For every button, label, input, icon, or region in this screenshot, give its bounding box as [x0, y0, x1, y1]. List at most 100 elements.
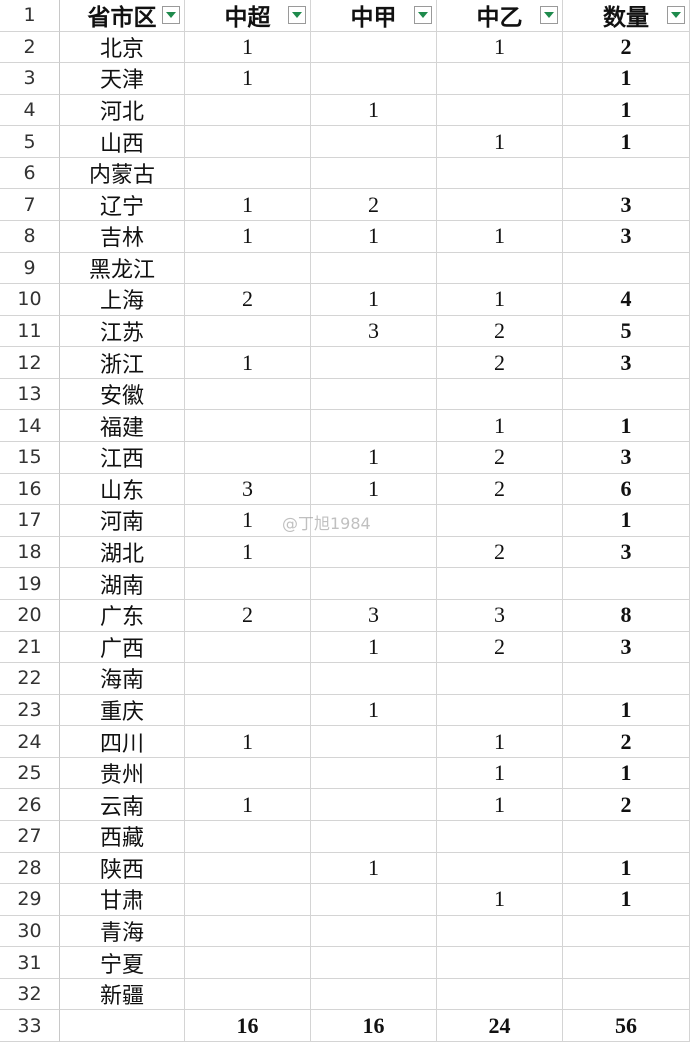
count-cell: [437, 852, 563, 885]
count-cell: 1: [311, 442, 437, 474]
region-cell: 重庆: [60, 694, 185, 727]
count-cell: 3: [563, 442, 690, 474]
count-cell: [185, 978, 311, 1011]
region-cell: 河南: [60, 505, 185, 537]
row-number: 19: [0, 568, 60, 600]
count-cell: [437, 947, 563, 979]
count-cell: 1: [437, 31, 563, 64]
count-cell: 1: [311, 221, 437, 253]
count-cell: 1: [311, 852, 437, 885]
filter-button[interactable]: [667, 6, 685, 25]
count-cell: [311, 410, 437, 443]
count-cell: 1: [185, 221, 311, 253]
row-number: 14: [0, 410, 60, 443]
count-cell: [185, 631, 311, 664]
region-cell: 陕西: [60, 852, 185, 885]
row-number: 8: [0, 221, 60, 253]
region-cell: 北京: [60, 31, 185, 64]
count-cell: 1: [563, 63, 690, 95]
count-cell: 1: [311, 694, 437, 727]
count-cell: 1: [185, 505, 311, 537]
filter-button[interactable]: [540, 6, 558, 25]
count-cell: 3: [563, 221, 690, 253]
count-cell: 1: [563, 852, 690, 885]
count-cell: 1: [185, 189, 311, 222]
watermark: @丁旭1984: [282, 514, 371, 533]
count-cell: [437, 94, 563, 127]
count-cell: 1: [437, 884, 563, 916]
filter-button[interactable]: [414, 6, 432, 25]
count-cell: [311, 63, 437, 95]
row-number: 27: [0, 820, 60, 853]
count-cell: [185, 915, 311, 948]
row-number: 11: [0, 315, 60, 348]
count-cell: [185, 884, 311, 916]
count-cell: 3: [563, 347, 690, 379]
count-cell: [437, 252, 563, 285]
row-number: 3: [0, 63, 60, 95]
count-cell: [437, 694, 563, 727]
count-cell: [437, 378, 563, 411]
region-cell: 辽宁: [60, 189, 185, 222]
count-cell: [185, 852, 311, 885]
count-cell: [437, 978, 563, 1011]
count-cell: 2: [437, 442, 563, 474]
row-number: 29: [0, 884, 60, 916]
region-cell: 浙江: [60, 347, 185, 379]
region-cell: 新疆: [60, 978, 185, 1011]
count-cell: [563, 947, 690, 979]
count-cell: 1: [563, 757, 690, 790]
count-cell: 5: [563, 315, 690, 348]
count-cell: [185, 694, 311, 727]
count-cell: [563, 157, 690, 190]
count-cell: 1: [437, 410, 563, 443]
row-number: 6: [0, 157, 60, 190]
count-cell: [185, 410, 311, 443]
count-cell: [185, 442, 311, 474]
count-cell: 1: [185, 536, 311, 569]
count-cell: [185, 157, 311, 190]
count-cell: 1: [185, 726, 311, 758]
count-cell: 1: [563, 126, 690, 158]
row-number: 13: [0, 378, 60, 411]
row-number: 24: [0, 726, 60, 758]
count-cell: [437, 505, 563, 537]
count-cell: 2: [437, 347, 563, 379]
region-cell: 吉林: [60, 221, 185, 253]
count-cell: [311, 31, 437, 64]
region-cell: 青海: [60, 915, 185, 948]
row-number: 1: [0, 0, 60, 32]
count-cell: [311, 884, 437, 916]
count-cell: [185, 568, 311, 600]
filter-button[interactable]: [162, 6, 180, 25]
count-cell: 1: [437, 757, 563, 790]
region-cell: 湖南: [60, 568, 185, 600]
count-cell: 3: [563, 189, 690, 222]
count-cell: 3: [437, 599, 563, 632]
region-cell: 山西: [60, 126, 185, 158]
count-cell: [311, 820, 437, 853]
count-cell: 2: [311, 189, 437, 222]
region-cell: 广东: [60, 599, 185, 632]
filter-button[interactable]: [288, 6, 306, 25]
region-cell: 江西: [60, 442, 185, 474]
row-number: 25: [0, 757, 60, 790]
row-number: 2: [0, 31, 60, 64]
row-number: 4: [0, 94, 60, 127]
row-number: 21: [0, 631, 60, 664]
region-cell: 广西: [60, 631, 185, 664]
count-cell: [185, 378, 311, 411]
count-cell: [311, 505, 437, 537]
count-cell: 2: [185, 599, 311, 632]
region-cell: 上海: [60, 284, 185, 316]
count-cell: [311, 947, 437, 979]
count-cell: [185, 663, 311, 695]
count-cell: 1: [563, 884, 690, 916]
count-cell: [437, 189, 563, 222]
count-cell: 4: [563, 284, 690, 316]
row-number: 9: [0, 252, 60, 285]
count-cell: 2: [563, 726, 690, 758]
count-cell: 2: [437, 631, 563, 664]
count-cell: [563, 978, 690, 1011]
